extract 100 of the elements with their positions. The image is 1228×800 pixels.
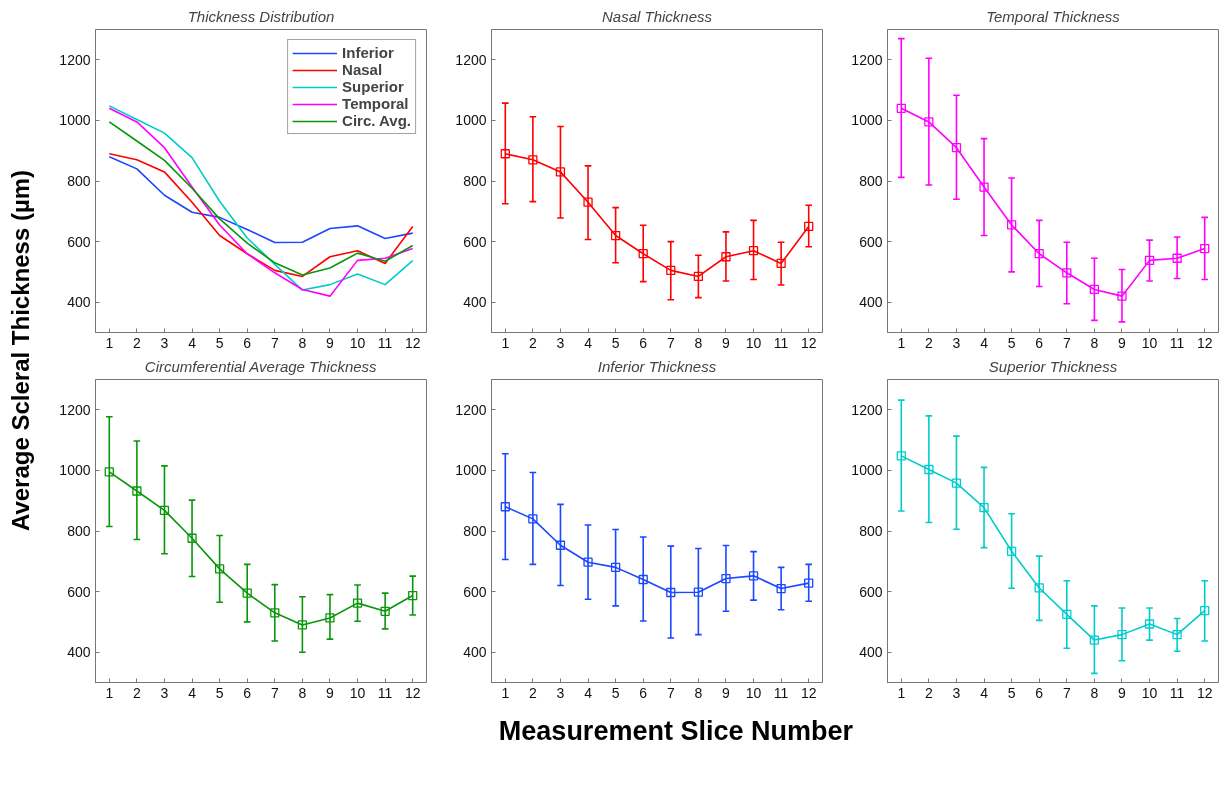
chart-title: Inferior Thickness — [597, 357, 717, 375]
y-tick-label: 800 — [859, 173, 883, 189]
x-tick-label: 2 — [132, 334, 141, 351]
y-tick-label: 800 — [463, 523, 487, 539]
y-tick-label: 1000 — [455, 462, 487, 479]
x-tick-label: 7 — [1062, 334, 1071, 351]
x-tick-label: 5 — [1007, 334, 1016, 351]
y-tick-label: 1000 — [59, 462, 91, 479]
x-tick-label: 2 — [924, 684, 933, 701]
x-tick-label: 9 — [326, 684, 335, 701]
x-tick-label: 3 — [160, 684, 169, 701]
y-tick-label: 800 — [463, 173, 487, 189]
y-tick-label: 1000 — [59, 112, 91, 129]
chart-title: Temporal Thickness — [986, 7, 1121, 25]
x-tick-label: 2 — [528, 334, 537, 351]
x-tick-label: 12 — [800, 684, 817, 701]
x-tick-label: 6 — [243, 334, 252, 351]
x-tick-label: 7 — [666, 334, 675, 351]
x-tick-label: 7 — [270, 334, 279, 351]
x-tick-label: 8 — [694, 684, 703, 701]
y-tick-label: 600 — [859, 233, 883, 250]
legend-label: Superior — [342, 78, 404, 95]
x-tick-label: 11 — [773, 684, 789, 701]
chart-title: Nasal Thickness — [601, 7, 713, 25]
x-tick-label: 4 — [188, 334, 197, 351]
x-tick-label: 4 — [188, 684, 197, 701]
x-tick-label: 1 — [897, 684, 906, 701]
x-tick-label: 8 — [694, 334, 703, 351]
x-tick-label: 12 — [800, 334, 817, 351]
x-tick-label: 6 — [1035, 334, 1044, 351]
x-tick-label: 9 — [1118, 684, 1127, 701]
y-axis-title: Average Scleral Thickness (µm) — [7, 169, 34, 532]
y-tick-label: 400 — [463, 644, 487, 661]
y-tick-label: 600 — [67, 583, 91, 600]
x-tick-label: 12 — [404, 684, 421, 701]
x-tick-label: 2 — [528, 684, 537, 701]
x-tick-label: 1 — [897, 334, 906, 351]
y-tick-label: 800 — [859, 523, 883, 539]
x-tick-label: 8 — [298, 684, 307, 701]
y-tick-label: 600 — [67, 233, 91, 250]
x-tick-label: 5 — [611, 334, 620, 351]
y-tick-label: 1200 — [455, 401, 487, 418]
x-axis-title: Measurement Slice Number — [498, 715, 854, 746]
x-tick-label: 12 — [1196, 684, 1213, 701]
x-tick-label: 4 — [980, 334, 989, 351]
x-tick-label: 2 — [924, 334, 933, 351]
x-tick-label: 7 — [666, 684, 675, 701]
y-tick-label: 600 — [463, 583, 487, 600]
x-tick-label: 3 — [160, 334, 169, 351]
y-tick-label: 800 — [67, 523, 91, 539]
x-tick-label: 5 — [611, 684, 620, 701]
x-tick-label: 3 — [556, 684, 565, 701]
x-tick-label: 8 — [1090, 684, 1099, 701]
y-tick-label: 400 — [67, 644, 91, 661]
x-tick-label: 9 — [1118, 334, 1127, 351]
y-tick-label: 600 — [463, 233, 487, 250]
x-tick-label: 6 — [1035, 684, 1044, 701]
y-tick-label: 600 — [859, 583, 883, 600]
x-tick-label: 3 — [556, 334, 565, 351]
y-tick-label: 1000 — [851, 462, 883, 479]
x-tick-label: 9 — [326, 334, 335, 351]
x-tick-label: 1 — [105, 684, 114, 701]
x-tick-label: 12 — [404, 334, 421, 351]
chart-title: Circumferential Average Thickness — [144, 357, 378, 375]
x-tick-label: 6 — [639, 334, 648, 351]
x-tick-label: 11 — [377, 684, 393, 701]
y-tick-label: 800 — [67, 173, 91, 189]
y-tick-label: 1200 — [59, 401, 91, 418]
legend-label: Nasal — [342, 61, 383, 78]
chart-title: Superior Thickness — [988, 357, 1118, 375]
legend-label: Inferior — [342, 44, 394, 61]
y-tick-label: 1200 — [851, 51, 883, 68]
x-tick-label: 11 — [773, 334, 789, 351]
x-tick-label: 8 — [298, 334, 307, 351]
x-tick-label: 10 — [349, 684, 366, 701]
y-tick-label: 400 — [463, 294, 487, 311]
x-tick-label: 5 — [215, 334, 224, 351]
x-tick-label: 1 — [105, 334, 114, 351]
x-tick-label: 7 — [270, 684, 279, 701]
legend-label: Circ. Avg. — [342, 112, 411, 129]
x-tick-label: 11 — [377, 334, 393, 351]
x-tick-label: 5 — [1007, 684, 1016, 701]
x-tick-label: 9 — [722, 334, 731, 351]
x-tick-label: 5 — [215, 684, 224, 701]
chart-title: Thickness Distribution — [187, 7, 335, 25]
x-tick-label: 1 — [501, 684, 510, 701]
x-tick-label: 3 — [952, 684, 961, 701]
x-tick-label: 9 — [722, 684, 731, 701]
y-tick-label: 1000 — [851, 112, 883, 129]
x-tick-label: 3 — [952, 334, 961, 351]
x-tick-label: 11 — [1169, 334, 1185, 351]
x-tick-label: 1 — [501, 334, 510, 351]
y-tick-label: 400 — [859, 644, 883, 661]
x-tick-label: 4 — [980, 684, 989, 701]
x-tick-label: 12 — [1196, 334, 1213, 351]
y-tick-label: 400 — [67, 294, 91, 311]
x-tick-label: 10 — [1141, 334, 1158, 351]
x-tick-label: 2 — [132, 684, 141, 701]
y-tick-label: 1200 — [455, 51, 487, 68]
x-tick-label: 10 — [745, 684, 762, 701]
